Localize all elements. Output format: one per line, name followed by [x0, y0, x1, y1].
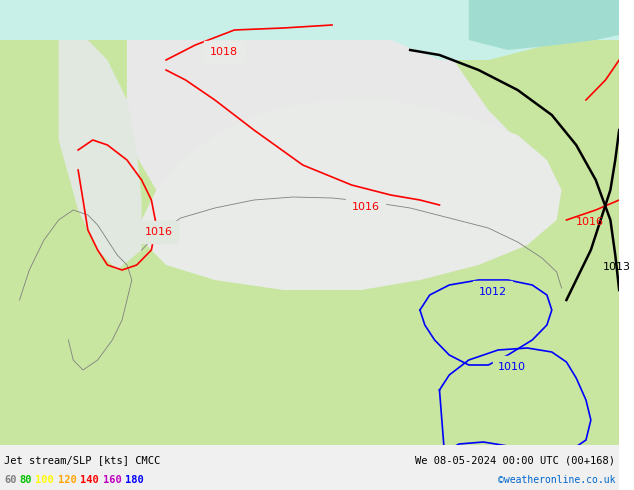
- Text: 100: 100: [35, 475, 54, 485]
- Text: 140: 140: [80, 475, 99, 485]
- Polygon shape: [141, 100, 562, 290]
- Text: 160: 160: [103, 475, 121, 485]
- Text: 1016: 1016: [145, 227, 172, 237]
- Text: ©weatheronline.co.uk: ©weatheronline.co.uk: [498, 475, 615, 485]
- Polygon shape: [469, 0, 619, 50]
- Text: 180: 180: [125, 475, 144, 485]
- Text: 1012: 1012: [479, 287, 507, 297]
- Polygon shape: [439, 40, 619, 190]
- Text: 80: 80: [20, 475, 32, 485]
- Text: Jet stream/SLP [kts] CMCC: Jet stream/SLP [kts] CMCC: [4, 455, 160, 465]
- Text: We 08-05-2024 00:00 UTC (00+168): We 08-05-2024 00:00 UTC (00+168): [415, 455, 615, 465]
- Polygon shape: [0, 40, 127, 380]
- Polygon shape: [0, 40, 619, 445]
- Text: 1018: 1018: [210, 47, 238, 57]
- Text: 1010: 1010: [498, 362, 526, 372]
- Text: 1013: 1013: [602, 262, 631, 272]
- Bar: [0, 445, 619, 490]
- Polygon shape: [58, 40, 141, 270]
- Polygon shape: [0, 0, 619, 60]
- Text: 1016: 1016: [576, 217, 604, 227]
- Polygon shape: [127, 40, 542, 240]
- Text: 120: 120: [58, 475, 76, 485]
- Text: 1016: 1016: [352, 202, 380, 212]
- Text: 60: 60: [4, 475, 16, 485]
